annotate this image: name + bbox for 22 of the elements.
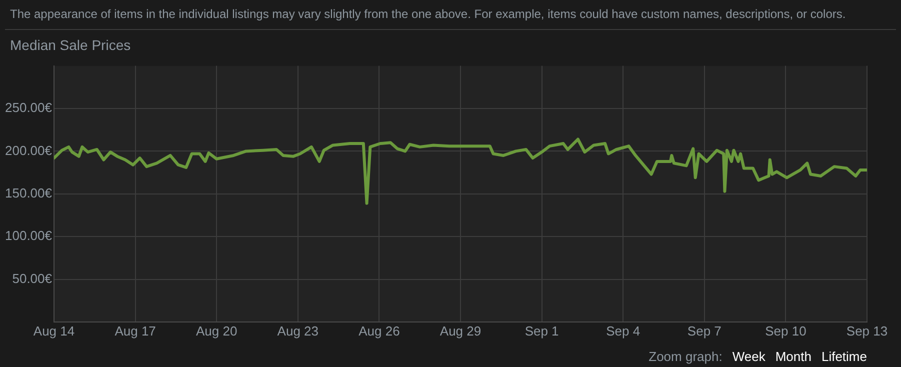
y-tick-label: 150.00€ <box>5 185 53 200</box>
x-tick-label: Sep 1 <box>524 323 559 338</box>
y-tick-label: 250.00€ <box>5 100 53 116</box>
text: Month <box>775 349 812 364</box>
x-tick-label: Aug 17 <box>114 323 156 338</box>
x-tick-label: Sep 13 <box>846 323 888 338</box>
y-tick-label: 50.00€ <box>12 270 53 286</box>
x-tick-label: Aug 23 <box>277 323 318 338</box>
y-tick-label: 100.00€ <box>5 228 53 244</box>
text: Zoom graph: <box>648 349 722 364</box>
text: Lifetime <box>821 349 867 364</box>
y-tick-label: 200.00€ <box>5 142 53 158</box>
x-tick-label: Aug 26 <box>358 323 400 338</box>
chart-title: Median Sale Prices <box>10 37 131 53</box>
x-tick-label: Aug 20 <box>196 323 238 338</box>
text: Week <box>732 349 766 364</box>
x-tick-label: Aug 14 <box>33 323 75 338</box>
x-tick-label: Sep 4 <box>606 323 640 338</box>
x-tick-label: Sep 10 <box>765 323 806 338</box>
text: The appearance of items in the individual listings may vary slightly from the one above. For example, items could have custom names, descriptions, or colors. <box>10 7 846 21</box>
x-tick-label: Aug 29 <box>440 323 482 338</box>
x-tick-label: Sep 7 <box>687 323 722 338</box>
